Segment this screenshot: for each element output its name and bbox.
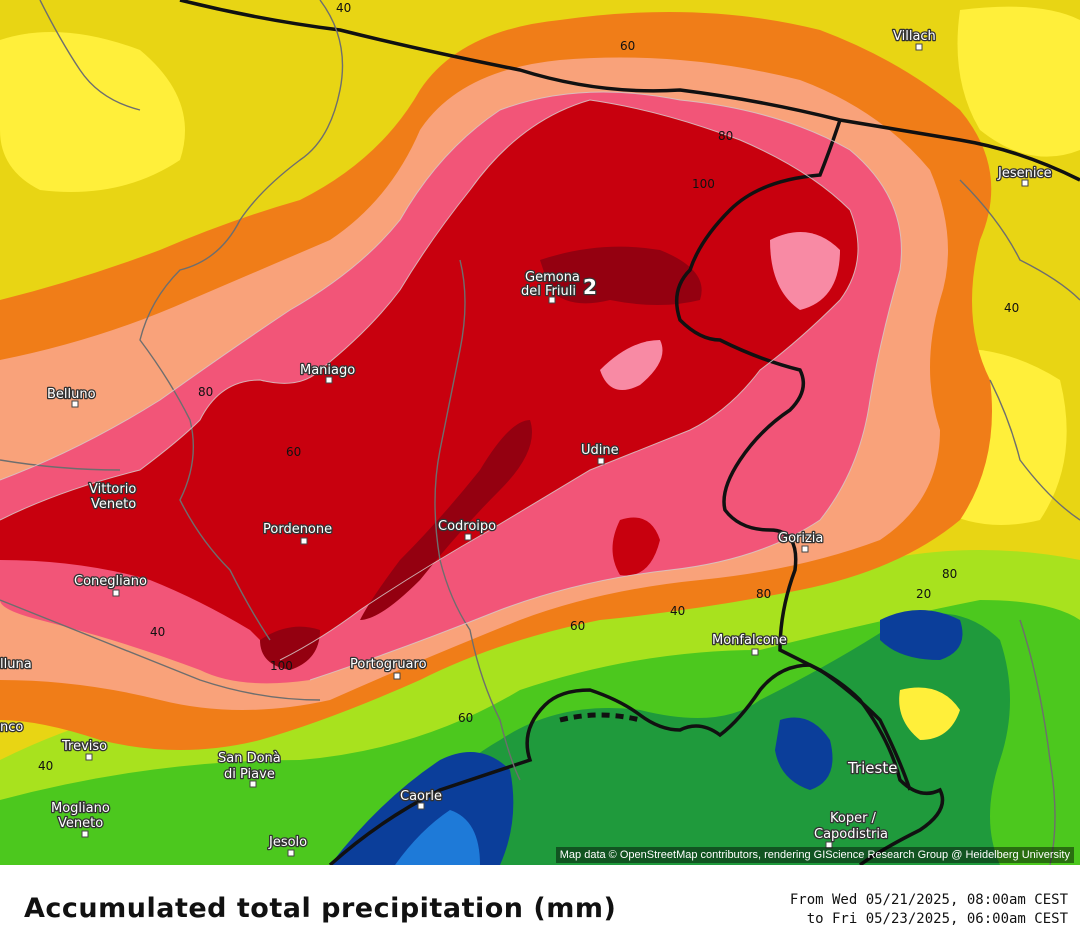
city-dot	[597, 457, 605, 465]
precip-band-light-blue	[395, 810, 480, 865]
precip-band-dark-red	[260, 626, 320, 670]
contour-label: 40	[1004, 301, 1019, 315]
contour-label: 60	[286, 445, 301, 459]
city-label-gemona: Gemona	[525, 270, 580, 285]
map-title: Accumulated total precipitation (mm)	[24, 893, 617, 924]
city-dot	[825, 841, 833, 849]
city-label-maniago: Maniago	[300, 363, 355, 378]
precip-patch-pink	[770, 232, 840, 310]
contour-label: 40	[150, 625, 165, 639]
city-dot	[801, 545, 809, 553]
city-label-di-piave: di Piave	[224, 767, 275, 782]
city-label-lluna: lluna	[0, 657, 32, 672]
precip-patch-pink	[600, 340, 663, 390]
precip-band-blue	[880, 610, 963, 660]
precip-patch-light-yellow	[899, 687, 960, 740]
city-label-codroipo: Codroipo	[438, 519, 496, 534]
city-dot	[548, 296, 556, 304]
city-dot	[325, 376, 333, 384]
contour-lines	[0, 91, 902, 681]
city-label-jesolo: Jesolo	[268, 835, 307, 850]
city-dot	[417, 802, 425, 810]
city-label-portogruaro: Portogruaro	[350, 657, 427, 672]
precipitation-map[interactable]: 40 60 80 100 80 60 40 40 60 40 80 100 40…	[0, 0, 1080, 865]
city-label-caorle: Caorle	[400, 789, 442, 804]
city-dot	[464, 533, 472, 541]
map-attribution: Map data © OpenStreetMap contributors, r…	[555, 847, 1074, 863]
contour-label: 40	[670, 604, 685, 618]
max-marker-label: 2	[583, 275, 597, 299]
city-label-mogliano: Mogliano	[51, 801, 110, 816]
contour-label: 80	[718, 129, 733, 143]
city-label-nco: nco	[0, 720, 23, 735]
precip-band-dark-green	[380, 613, 1010, 865]
regional-borders	[0, 0, 1080, 865]
city-label-gorizia: Gorizia	[778, 531, 823, 546]
border-italy-slovenia	[674, 119, 912, 791]
precip-band-dark-red	[360, 420, 532, 620]
contour-label: 80	[198, 385, 213, 399]
coastline	[328, 663, 945, 865]
city-label-capodistria: Capodistria	[814, 827, 888, 842]
contour-label: 20	[916, 587, 931, 601]
contour-label: 40	[336, 1, 351, 15]
city-label-monfalcone: Monfalcone	[712, 633, 787, 648]
precipitation-map-canvas: 40 60 80 100 80 60 40 40 60 40 80 100 40…	[0, 0, 1080, 865]
city-dot	[112, 589, 120, 597]
city-label-pordenone: Pordenone	[263, 522, 332, 537]
contour-label: 40	[38, 759, 53, 773]
city-labels: Villach Jesenice Gemona del Friuli Mania…	[0, 28, 1053, 852]
period-to: to Fri 05/23/2025, 06:00am CEST	[806, 911, 1068, 927]
precip-patch-red	[612, 517, 660, 576]
precip-patch-light-yellow	[0, 32, 185, 192]
city-dot	[751, 648, 759, 656]
city-dot	[249, 780, 257, 788]
precip-band-blue	[775, 717, 833, 790]
precip-band-red	[0, 100, 858, 660]
city-dot	[1021, 179, 1029, 187]
contour-label: 80	[756, 587, 771, 601]
city-dot	[915, 43, 923, 51]
contour-label: 100	[692, 177, 715, 191]
city-dot	[300, 537, 308, 545]
period-from: From Wed 05/21/2025, 08:00am CEST	[789, 892, 1068, 908]
city-label-villach: Villach	[893, 29, 936, 44]
city-dot	[393, 672, 401, 680]
city-dot	[81, 830, 89, 838]
map-footer: Accumulated total precipitation (mm) Fro…	[0, 865, 1080, 938]
city-label-mogliano-veneto: Veneto	[58, 816, 103, 831]
city-label-trieste: Trieste	[847, 759, 897, 777]
city-label-belluno: Belluno	[47, 387, 96, 402]
contour-label: 60	[570, 619, 585, 633]
city-label-del-friuli: del Friuli	[521, 284, 576, 299]
city-dot	[85, 753, 93, 761]
city-label-veneto: Veneto	[91, 497, 136, 512]
city-label-treviso: Treviso	[61, 739, 107, 754]
contour-label: 80	[942, 567, 957, 581]
contour-label: 100	[270, 659, 293, 673]
precip-patch-light-yellow	[957, 6, 1080, 157]
forecast-period: From Wed 05/21/2025, 08:00am CEST to Fri…	[790, 891, 1068, 929]
city-markers	[71, 43, 1029, 857]
lagoon-islands	[559, 712, 641, 723]
city-dot	[71, 400, 79, 408]
precip-band-dark-red	[540, 246, 702, 305]
city-dot	[287, 849, 295, 857]
city-label-koper: Koper /	[830, 811, 877, 826]
city-label-vittorio: Vittorio	[89, 482, 136, 497]
contour-label: 60	[620, 39, 635, 53]
city-label-jesenice: Jesenice	[997, 166, 1052, 181]
city-label-san-dona: San Donà	[218, 751, 281, 766]
city-label-conegliano: Conegliano	[74, 574, 147, 589]
contour-label: 60	[458, 711, 473, 725]
city-label-udine: Udine	[581, 443, 619, 458]
contour-label-group: 40 60 80 100 80 60 40 40 60 40 80 100 40…	[38, 1, 1019, 773]
border-austria-italy	[179, 0, 1080, 182]
